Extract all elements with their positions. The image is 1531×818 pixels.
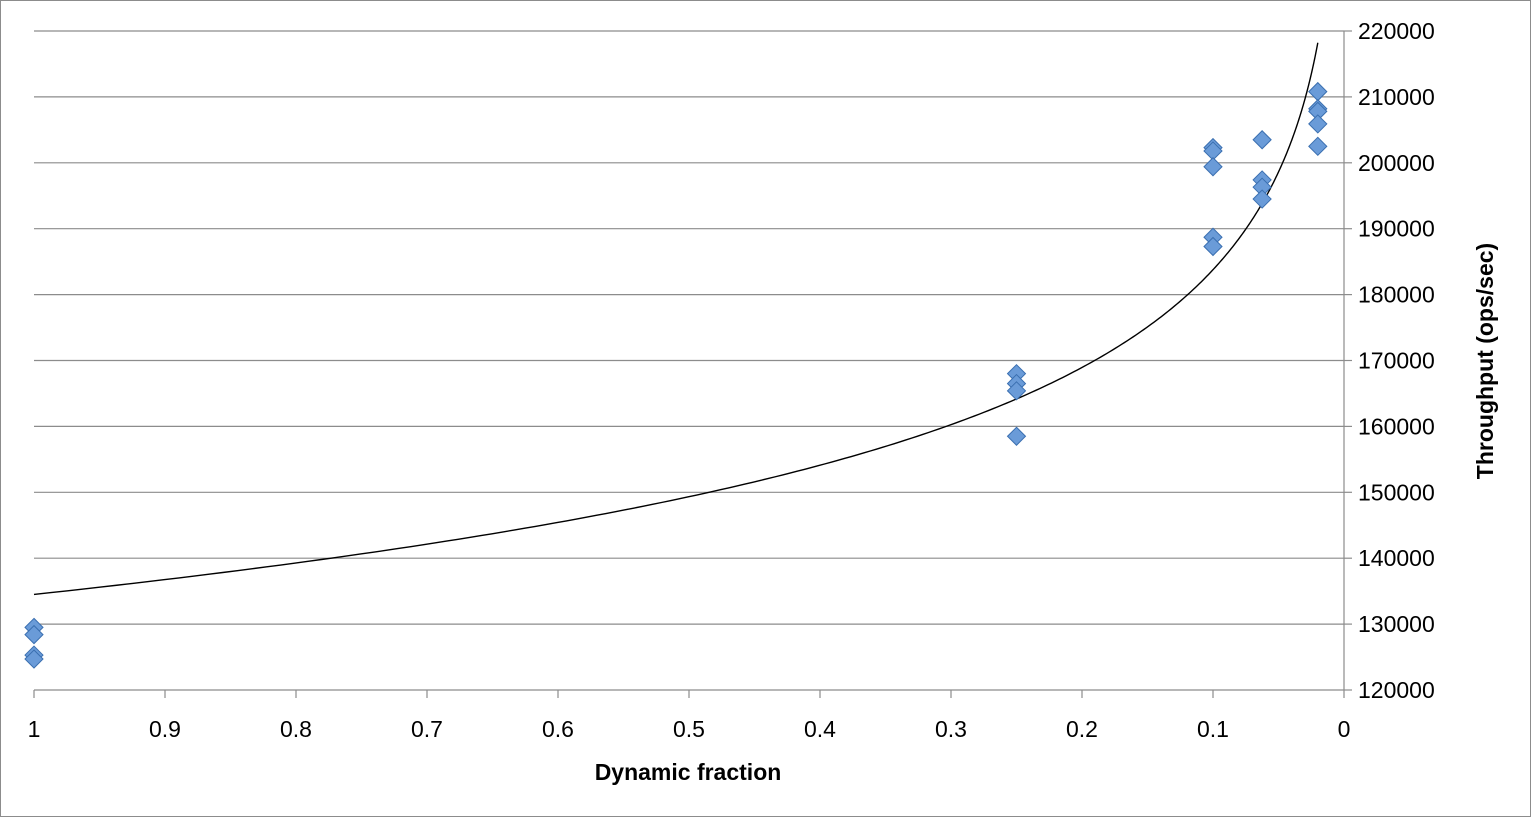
trendline xyxy=(33,42,1319,596)
data-point xyxy=(1006,426,1027,446)
y-tick-label: 190000 xyxy=(1358,216,1435,242)
data-points xyxy=(24,81,1328,669)
data-point xyxy=(1203,157,1223,177)
x-tick-label: 0.8 xyxy=(280,716,312,742)
y-axis-title: Throughput (ops/sec) xyxy=(1472,243,1498,479)
data-point xyxy=(1308,81,1328,102)
data-point xyxy=(1308,136,1328,157)
y-tick-label: 200000 xyxy=(1358,150,1435,176)
gridlines xyxy=(34,30,1344,625)
data-point xyxy=(24,624,44,645)
y-tick-label: 150000 xyxy=(1358,479,1435,505)
y-tick-label: 140000 xyxy=(1358,545,1435,571)
x-tick-label: 0.6 xyxy=(542,716,574,742)
x-tick-label: 0.5 xyxy=(673,716,705,742)
data-point xyxy=(24,649,44,669)
data-point xyxy=(1252,130,1272,150)
y-tick-label: 180000 xyxy=(1358,282,1435,308)
data-point xyxy=(1252,189,1272,209)
x-axis-title: Dynamic fraction xyxy=(595,759,782,785)
y-tick-label: 210000 xyxy=(1358,84,1435,110)
tick-labels: 120000 130000 140000 150000 160000 170000 1800… xyxy=(28,18,1435,742)
y-tick-label: 160000 xyxy=(1358,413,1435,439)
y-tick-label: 220000 xyxy=(1358,18,1435,44)
axes xyxy=(33,30,1352,698)
x-tick-label: 1 xyxy=(28,716,41,742)
y-tick-label: 170000 xyxy=(1358,348,1435,374)
trendline-group xyxy=(33,42,1319,596)
data-point xyxy=(1308,114,1328,134)
x-tick-label: 0 xyxy=(1338,716,1351,742)
x-tick-label: 0.4 xyxy=(804,716,836,742)
x-tick-label: 0.7 xyxy=(411,716,443,742)
x-tick-label: 0.2 xyxy=(1066,716,1098,742)
x-tick-label: 0.3 xyxy=(935,716,967,742)
data-point xyxy=(1006,381,1027,401)
x-tick-label: 0.1 xyxy=(1197,716,1229,742)
x-tick-label: 0.9 xyxy=(149,716,181,742)
y-tick-label: 130000 xyxy=(1358,611,1435,637)
y-tick-label: 120000 xyxy=(1358,677,1435,703)
data-point xyxy=(1203,236,1223,257)
